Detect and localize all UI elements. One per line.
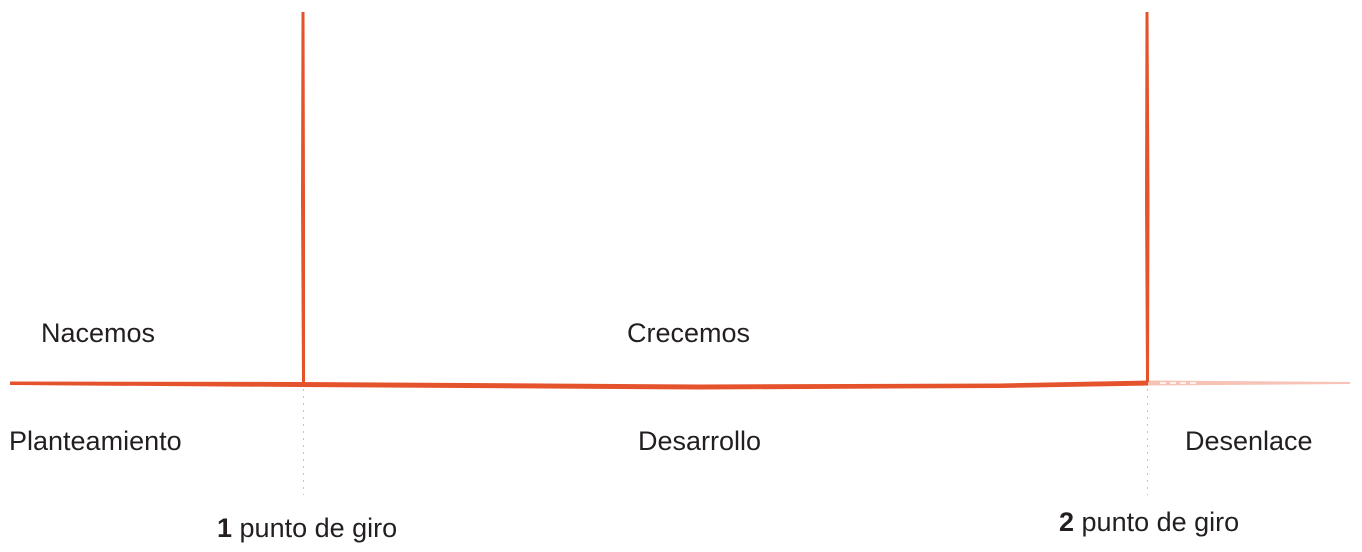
label-desarrollo: Desarrollo (638, 426, 762, 456)
label-crecemos: Crecemos (627, 318, 751, 348)
label-desenlace: Desenlace (1185, 426, 1313, 456)
label-planteamiento: Planteamiento (9, 426, 182, 456)
turning-point-line-1 (301, 12, 305, 382)
turning-point-line-2 (1145, 12, 1150, 382)
turning-point-2-label: 2 punto de giro (1059, 509, 1239, 536)
turning-point-1-text: punto de giro (232, 513, 398, 543)
turning-point-2-number: 2 (1059, 507, 1075, 537)
turning-point-2-text: punto de giro (1074, 507, 1240, 537)
label-nacemos: Nacemos (41, 318, 156, 348)
turning-point-1-number: 1 (217, 513, 233, 543)
turning-point-1-label: 1 punto de giro (217, 515, 397, 542)
horizontal-timeline (10, 380, 1148, 390)
timeline-fade-tail (1148, 380, 1350, 386)
